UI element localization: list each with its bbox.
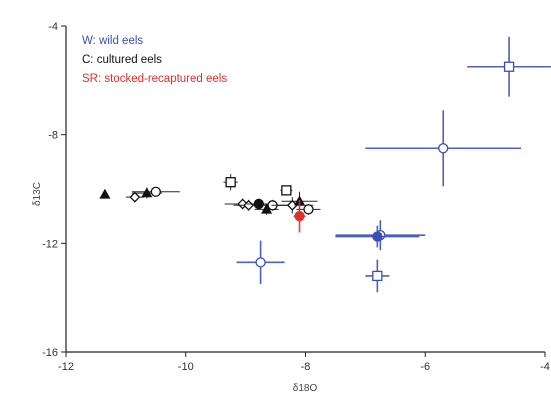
marker: [141, 187, 153, 198]
x-tick-label: -12: [58, 361, 74, 373]
data-point: [335, 225, 420, 248]
data-point: [99, 188, 111, 199]
data-point: [125, 191, 144, 203]
data-point: [365, 110, 522, 187]
marker: [438, 143, 449, 154]
legend: W: wild eels C: cultured eels SR: stocke…: [82, 35, 227, 85]
marker: [261, 203, 273, 214]
legend-entry-cultured: C: cultured eels: [82, 54, 162, 66]
y-tick-label: -12: [42, 238, 58, 250]
legend-entry-stocked: SR: stocked-recaptured eels: [82, 73, 227, 85]
marker: [255, 257, 266, 268]
x-tick-label: -4: [540, 361, 550, 373]
data-point: [236, 240, 285, 285]
marker: [503, 61, 515, 72]
marker: [372, 231, 383, 242]
data-points: [99, 36, 551, 293]
data-point: [296, 203, 321, 215]
data-point: [233, 199, 264, 211]
x-tick-label: -10: [178, 361, 194, 373]
marker: [303, 204, 314, 215]
x-tick-label: -8: [301, 361, 311, 373]
series-SR: [293, 199, 306, 233]
data-point: [467, 36, 551, 97]
x-axis-label: δ18O: [293, 383, 318, 394]
marker: [225, 177, 236, 188]
y-axis-label: δ13C: [32, 182, 43, 206]
marker: [150, 186, 161, 197]
data-point: [131, 186, 180, 197]
data-point: [223, 174, 238, 191]
y-tick-label: -8: [48, 130, 58, 142]
y-tick-label: -4: [48, 21, 58, 33]
x-tick-label: -6: [420, 361, 430, 373]
data-point: [293, 199, 306, 233]
axes: [61, 25, 546, 357]
y-tick-label: -16: [42, 347, 58, 359]
marker: [281, 185, 292, 196]
series-C: [99, 174, 321, 215]
data-point: [280, 185, 293, 196]
series-W: [236, 36, 551, 293]
marker: [253, 198, 264, 210]
data-point: [365, 259, 390, 293]
marker: [372, 270, 383, 282]
tick-labels: -12 -10 -8 -6 -4-16-12-8-4: [42, 21, 550, 373]
marker: [99, 188, 111, 199]
marker: [294, 211, 305, 222]
marker: [129, 191, 141, 203]
legend-entry-wild: W: wild eels: [82, 35, 143, 47]
